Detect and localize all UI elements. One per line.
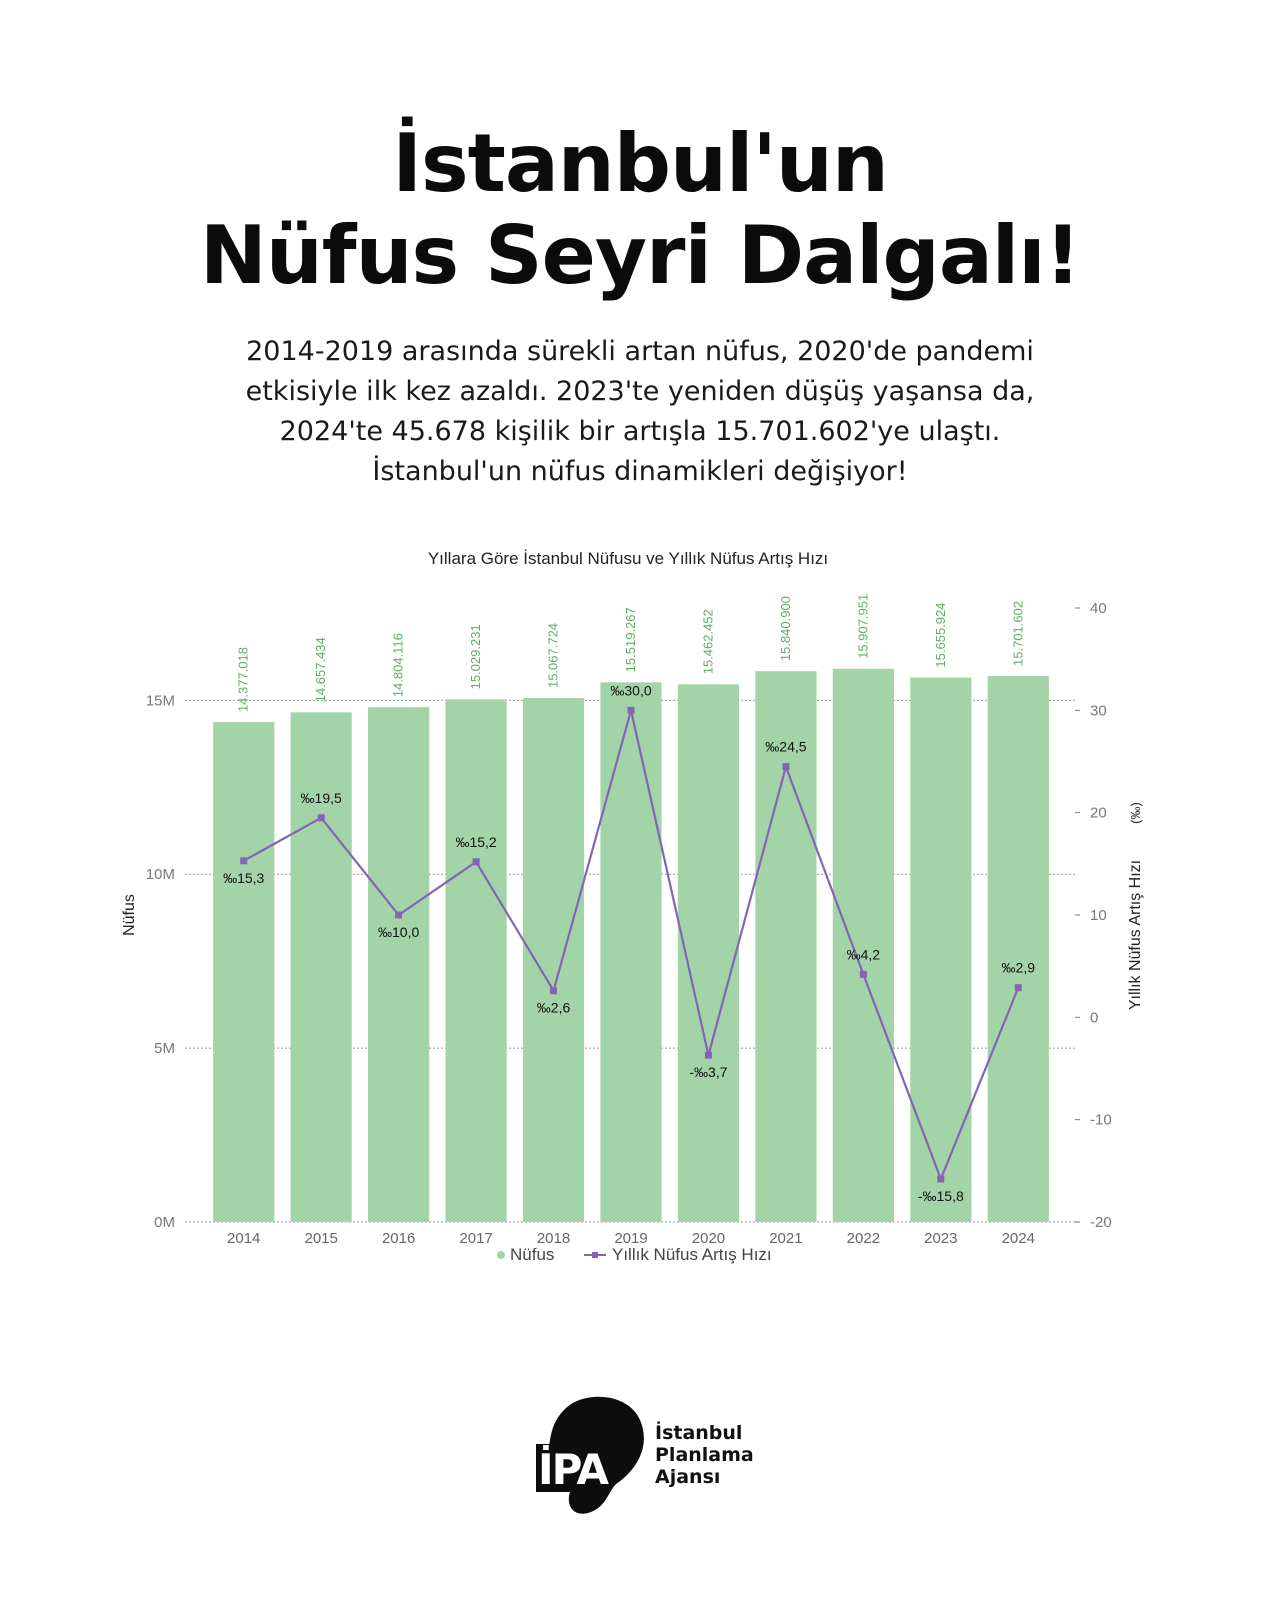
logo-line-1: İstanbul	[655, 1422, 743, 1444]
bar-2019	[600, 682, 662, 1222]
y-axis-right-unit: (‰)	[1128, 802, 1143, 824]
bar-2018	[522, 698, 585, 1222]
rate-point-2015	[317, 814, 325, 822]
y-right-tick-label: 20	[1090, 805, 1107, 822]
legend-bar-swatch	[497, 1251, 505, 1259]
x-tick-label: 2023	[924, 1230, 957, 1247]
x-tick-label: 2018	[537, 1230, 570, 1247]
y-right-tick-label: 40	[1090, 600, 1107, 617]
rate-point-2023	[937, 1175, 945, 1183]
rate-point-2016	[395, 911, 403, 919]
logo-line-2: Planlama	[655, 1444, 754, 1466]
x-tick-label: 2020	[692, 1230, 725, 1247]
rate-value-label: ‰10,0	[378, 924, 419, 940]
bar-value-label: 15.067.724	[546, 623, 561, 688]
subtitle-line-3: 2024'te 45.678 kişilik bir artışla 15.70…	[279, 416, 1001, 447]
subtitle-line-1: 2014-2019 arasında sürekli artan nüfus, …	[246, 336, 1034, 367]
ipa-logo-mark: İPA	[536, 1396, 644, 1514]
population-chart: Yıllara Göre İstanbul Nüfusu ve Yıllık N…	[121, 549, 1144, 1264]
y-axis-right-title: Yıllık Nüfus Artış Hızı	[1127, 860, 1144, 1010]
rate-value-label: ‰2,6	[537, 1000, 571, 1016]
rate-point-2019	[627, 706, 635, 714]
bar-value-label: 15.519.267	[623, 607, 638, 672]
title-line-2: Nüfus Seyri Dalgalı!	[199, 209, 1081, 302]
bar-2015	[290, 712, 352, 1222]
logo-wordmark: İstanbul Planlama Ajansı	[655, 1422, 754, 1488]
rate-value-label: -‰15,8	[918, 1188, 964, 1204]
y-right-tick-label: 0	[1090, 1009, 1098, 1026]
rate-point-2022	[859, 970, 867, 978]
rate-point-2017	[472, 858, 480, 866]
y-left-tick-label: 5M	[154, 1040, 175, 1057]
bar-2020	[677, 684, 740, 1222]
rate-value-label: ‰2,9	[1002, 960, 1036, 976]
subtitle-line-4: İstanbul'un nüfus dinamikleri değişiyor!	[372, 456, 908, 487]
logo-line-3: Ajansı	[655, 1466, 721, 1488]
x-tick-label: 2022	[847, 1230, 880, 1247]
y-left-tick-label: 15M	[146, 692, 175, 709]
bar-2014	[213, 722, 275, 1222]
bar-2021	[755, 671, 817, 1222]
y-left-tick-label: 10M	[146, 866, 175, 883]
bar-2017	[445, 699, 507, 1222]
bar-2024	[987, 675, 1049, 1222]
bar-value-label: 14.657.434	[313, 637, 328, 702]
y-right-tick-label: 30	[1090, 702, 1107, 719]
bar-labels: 14.377.018 14.657.434 14.804.116 15.029.231…	[236, 594, 1026, 712]
y-right-tick-label: -10	[1090, 1112, 1112, 1129]
bar-value-label: 15.840.900	[778, 596, 793, 661]
rate-point-2014	[240, 857, 248, 865]
legend-bar-label: Nüfus	[510, 1245, 554, 1264]
rate-value-label: -‰3,7	[689, 1064, 727, 1080]
y-right-tick-label: -20	[1090, 1214, 1112, 1231]
rate-line-layer: ‰15,3 ‰19,5 ‰10,0 ‰15,2 ‰2,6 ‰30,0 -‰3,7 ‰24,5 ‰…	[223, 682, 1035, 1204]
rate-point-2021	[782, 763, 790, 771]
chart-title: Yıllara Göre İstanbul Nüfusu ve Yıllık N…	[428, 549, 828, 568]
y-left-tick-label: 0M	[154, 1214, 175, 1231]
legend-line-label: Yıllık Nüfus Artış Hızı	[612, 1245, 772, 1264]
x-tick-label: 2014	[227, 1230, 260, 1247]
bar-2022	[832, 668, 894, 1222]
bar-value-label: 15.462.452	[700, 609, 715, 674]
page-subtitle: 2014-2019 arasında sürekli artan nüfus, …	[150, 332, 1130, 492]
x-tick-label: 2015	[304, 1230, 337, 1247]
y-right-tick-label: 10	[1090, 907, 1107, 924]
rate-value-label: ‰24,5	[765, 739, 806, 755]
bar-value-label: 15.655.924	[933, 602, 948, 667]
x-tick-label: 2021	[769, 1230, 802, 1247]
y-axis-left-title: Nüfus	[121, 894, 138, 936]
bars	[213, 668, 1049, 1222]
bar-2016	[368, 707, 430, 1222]
rate-value-label: ‰15,2	[455, 834, 496, 850]
logo-mark-text: İPA	[538, 1444, 610, 1494]
ipa-logo: İPA İstanbul Planlama Ajansı	[530, 1392, 770, 1522]
x-tick-label: 2019	[614, 1230, 647, 1247]
legend-line-marker	[592, 1252, 598, 1258]
rate-value-label: ‰15,3	[223, 870, 264, 886]
bar-value-label: 14.804.116	[391, 633, 406, 697]
page-title: İstanbul'un Nüfus Seyri Dalgalı!	[0, 118, 1280, 302]
bar-2023	[910, 677, 972, 1222]
bar-value-label: 15.907.951	[855, 594, 870, 659]
bar-value-label: 15.701.602	[1010, 601, 1025, 666]
bar-value-label: 14.377.018	[236, 647, 251, 712]
rate-point-2018	[550, 987, 558, 995]
subtitle-line-2: etkisiyle ilk kez azaldı. 2023'te yenide…	[245, 376, 1035, 407]
rate-value-label: ‰4,2	[847, 946, 881, 962]
rate-value-label: ‰19,5	[301, 790, 342, 806]
x-tick-label: 2024	[1002, 1230, 1035, 1247]
x-tick-label: 2017	[459, 1230, 492, 1247]
title-line-1: İstanbul'un	[392, 117, 889, 210]
x-tick-label: 2016	[382, 1230, 415, 1247]
axes: 0M 5M 10M 15M -20 -10 0 10 20 30 40 2014 2015 2016 201…	[146, 600, 1112, 1247]
bar-value-label: 15.029.231	[468, 624, 483, 689]
rate-point-2024	[1014, 984, 1022, 992]
chart-legend: Nüfus Yıllık Nüfus Artış Hızı	[497, 1245, 772, 1264]
rate-point-2020	[704, 1051, 712, 1059]
rate-value-label: ‰30,0	[610, 682, 651, 698]
